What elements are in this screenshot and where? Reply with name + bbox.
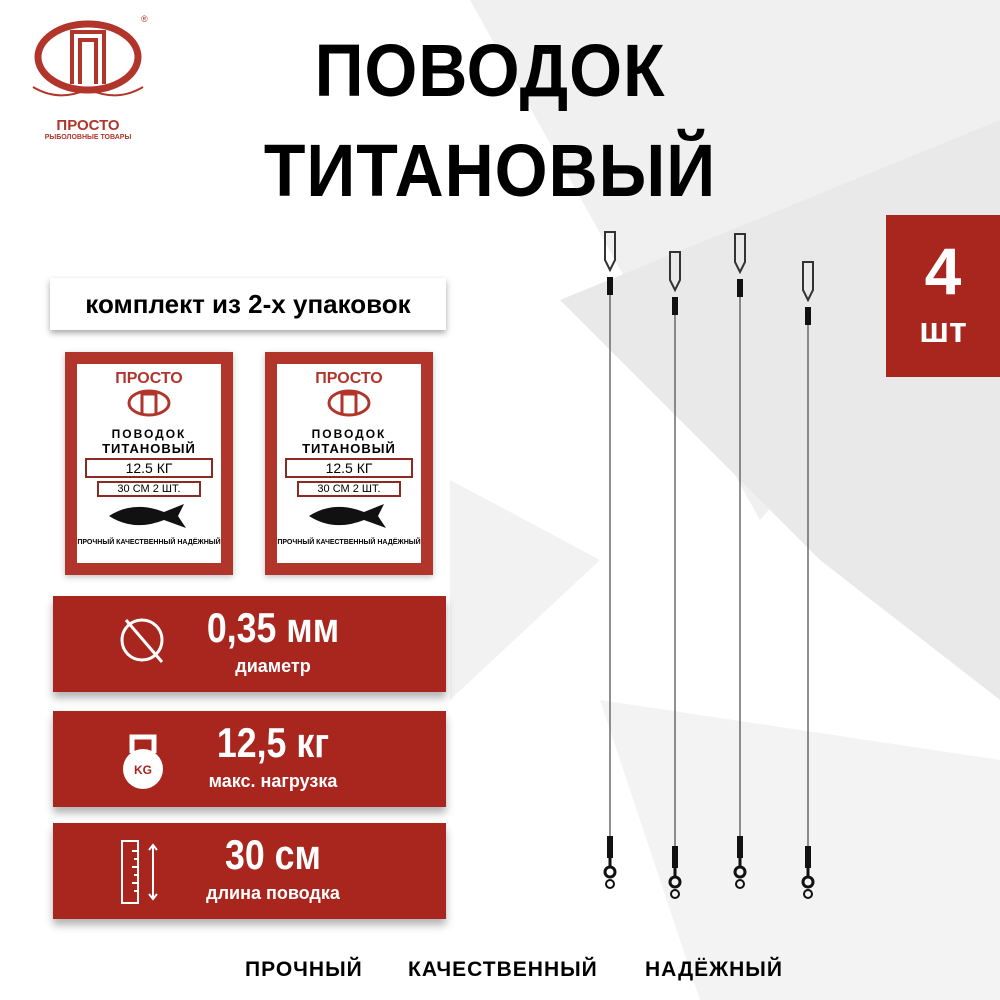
package-line2: ТИТАНОВЫЙ xyxy=(302,441,396,456)
ruler-icon xyxy=(121,840,158,904)
package-image: ПРОСТО ПОВОДОК ТИТАНОВЫЙ 12.5 КГ 30 СМ 2… xyxy=(265,352,433,575)
spec-label: макс. нагрузка xyxy=(208,771,338,791)
package-line1: ПОВОДОК xyxy=(311,427,387,441)
quality-label: ПРОЧНЫЙ xyxy=(245,958,363,981)
fish-icon xyxy=(109,504,186,528)
logo-text: ПРОСТО xyxy=(56,117,120,134)
leader-wire xyxy=(801,261,815,899)
title-line-2: ТИТАНОВЫЙ xyxy=(263,129,717,212)
package-logo-icon xyxy=(127,389,171,417)
package-footer: ПРОЧНЫЙ КАЧЕСТВЕННЫЙ НАДЁЖНЫЙ xyxy=(277,539,421,546)
logo-subtext: РЫБОЛОВНЫЕ ТОВАРЫ xyxy=(44,134,132,141)
kit-label: комплект из 2-х упаковок xyxy=(50,278,446,330)
package-footer: ПРОЧНЫЙ КАЧЕСТВЕННЫЙ НАДЁЖНЫЙ xyxy=(77,539,221,546)
spec-label: длина поводка xyxy=(206,883,340,903)
svg-text:KG: KG xyxy=(134,763,152,777)
package-size: 30 СМ 2 ШТ. xyxy=(297,481,401,497)
brand-logo: ® ПРОСТО РЫБОЛОВНЫЕ ТОВАРЫ xyxy=(28,12,158,141)
leader-wire xyxy=(603,231,617,889)
spec-value: 12,5 кг xyxy=(216,719,330,766)
spec-diameter: 0,35 мм диаметр xyxy=(53,596,446,692)
kettlebell-icon: KG xyxy=(123,734,163,789)
count-unit: шт xyxy=(919,309,967,350)
svg-text:®: ® xyxy=(141,14,148,24)
spec-load: KG 12,5 кг макс. нагрузка xyxy=(53,711,446,807)
package-load: 12.5 КГ xyxy=(85,458,213,478)
package-brand: ПРОСТО xyxy=(115,370,183,387)
count-value: 4 xyxy=(924,234,962,308)
leader-wire xyxy=(733,233,747,889)
spec-value: 0,35 мм xyxy=(206,604,340,651)
quality-label: НАДЁЖНЫЙ xyxy=(645,958,783,981)
title-line-1: ПОВОДОК xyxy=(314,29,666,112)
package-brand: ПРОСТО xyxy=(315,370,383,387)
spec-label: диаметр xyxy=(235,656,311,676)
diameter-icon xyxy=(120,618,164,663)
package-size: 30 СМ 2 ШТ. xyxy=(97,481,201,497)
leader-wire xyxy=(668,251,682,899)
spec-length: 30 см длина поводка xyxy=(53,823,446,919)
package-load: 12.5 КГ xyxy=(285,458,413,478)
count-badge: 4 шт xyxy=(886,215,1000,377)
quality-label: КАЧЕСТВЕННЫЙ xyxy=(408,958,598,981)
package-line1: ПОВОДОК xyxy=(111,427,187,441)
package-line2: ТИТАНОВЫЙ xyxy=(102,441,196,456)
spec-value: 30 см xyxy=(225,831,321,878)
fish-icon xyxy=(309,504,386,528)
package-image: ПРОСТО ПОВОДОК ТИТАНОВЫЙ 12.5 КГ 30 СМ 2… xyxy=(65,352,233,575)
package-logo-icon xyxy=(327,389,371,417)
